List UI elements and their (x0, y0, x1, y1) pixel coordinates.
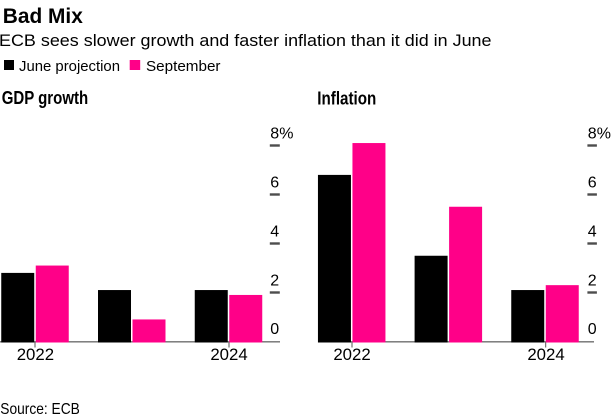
svg-text:2: 2 (588, 272, 597, 289)
svg-text:8%: 8% (588, 125, 611, 142)
svg-text:8%: 8% (270, 125, 293, 142)
svg-text:2: 2 (270, 272, 279, 289)
svg-text:2022: 2022 (17, 345, 54, 364)
svg-text:4: 4 (270, 223, 279, 240)
svg-text:Inflation: Inflation (317, 88, 376, 108)
svg-text:2024: 2024 (210, 345, 247, 364)
svg-text:GDP growth: GDP growth (2, 88, 89, 108)
svg-text:2024: 2024 (527, 345, 564, 364)
svg-text:6: 6 (270, 174, 279, 191)
svg-text:4: 4 (588, 223, 597, 240)
svg-text:Bad Mix: Bad Mix (3, 5, 83, 28)
svg-text:June projection: June projection (19, 59, 120, 75)
svg-text:2022: 2022 (333, 345, 370, 364)
svg-text:ECB sees slower growth and fas: ECB sees slower growth and faster inflat… (0, 32, 492, 50)
svg-text:0: 0 (588, 321, 597, 338)
svg-text:6: 6 (588, 174, 597, 191)
svg-text:September: September (146, 59, 221, 75)
svg-text:Source: ECB: Source: ECB (0, 401, 80, 418)
svg-text:0: 0 (270, 321, 279, 338)
